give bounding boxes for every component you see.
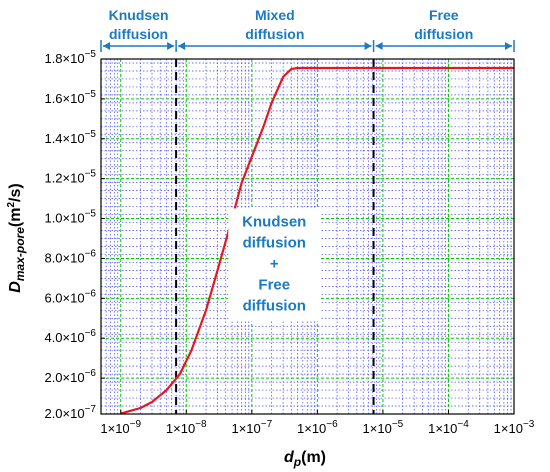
y-tick-label: 1.4×10−5 <box>44 129 96 146</box>
series-line <box>120 66 514 415</box>
y-tick-label: 1.0×10−5 <box>44 209 96 226</box>
x-tick-label: 1×10−4 <box>428 419 469 436</box>
y-tick-mantissa: 1.8×10 <box>44 51 84 66</box>
y-tick-label: 2.0×10−7 <box>44 404 96 421</box>
y-label-unit-sup: 2 <box>6 202 17 208</box>
x-tick-mantissa: 1×10 <box>231 421 260 436</box>
annotation-line: diffusion <box>243 234 306 251</box>
y-label-sub: max-pore <box>13 227 27 281</box>
annotation-line: + <box>270 255 279 272</box>
y-tick-exponent: −5 <box>85 129 97 140</box>
y-tick-mantissa: 1.0×10 <box>44 211 84 226</box>
x-tick-mantissa: 1×10 <box>100 421 129 436</box>
region-label: diffusion <box>414 26 473 42</box>
x-axis-label: dp(m) <box>284 449 326 469</box>
y-label-main: D <box>7 281 24 293</box>
y-tick-label: 6.0×10−6 <box>44 288 96 305</box>
x-tick-exponent: −9 <box>130 419 142 430</box>
y-tick-mantissa: 1.2×10 <box>44 171 84 186</box>
x-tick-mantissa: 1×10 <box>166 421 195 436</box>
region-arrow-head-left <box>178 42 186 50</box>
y-tick-label: 1.6×10−5 <box>44 89 96 106</box>
y-tick-exponent: −5 <box>85 169 97 180</box>
x-tick-exponent: −6 <box>326 419 338 430</box>
x-label-main: d <box>284 449 295 466</box>
x-tick-labels: 1×10−9 1×10−8 1×10−7 1×10−6 1×10−5 1×10−4 1×10… <box>100 410 535 436</box>
plot-frame <box>100 58 515 415</box>
y-label-unit-pre: (m <box>7 208 24 228</box>
x-tick-exponent: −8 <box>195 419 207 430</box>
x-tick-mantissa: 1×10 <box>428 421 457 436</box>
annotation: Knudsen diffusion + Free diffusion <box>228 208 321 322</box>
x-tick-label: 1×10−5 <box>363 419 404 436</box>
x-label-sub: p <box>293 455 301 469</box>
y-tick-exponent: −5 <box>85 49 97 60</box>
y-tick-label: 8.0×10−6 <box>44 248 96 265</box>
y-tick-label: 1.2×10−5 <box>44 169 96 186</box>
region-arrow-head-left <box>103 42 110 50</box>
region-label: Free <box>429 7 459 23</box>
y-tick-labels: 2.0×10−72.0×10−64.0×10−66.0×10−68.0×10−6… <box>44 49 105 421</box>
x-tick-label: 1×10−7 <box>231 419 272 436</box>
annotation-line: diffusion <box>243 297 306 314</box>
y-label-unit-post: /s) <box>7 183 24 202</box>
y-tick-exponent: −6 <box>85 328 97 339</box>
x-tick-label: 1×10−6 <box>297 419 338 436</box>
y-tick-mantissa: 1.4×10 <box>44 131 84 146</box>
region-label: diffusion <box>109 26 168 42</box>
x-tick-label: 1×10−8 <box>166 419 207 436</box>
y-tick-mantissa: 1.6×10 <box>44 91 84 106</box>
region-label: Knudsen <box>109 7 169 23</box>
annotation-line: Knudsen <box>242 213 306 230</box>
x-tick-label: 1×10−3 <box>494 419 535 436</box>
series <box>120 66 514 415</box>
x-tick-mantissa: 1×10 <box>363 421 392 436</box>
y-tick-exponent: −7 <box>85 404 97 415</box>
region-arrow-head-left <box>375 42 383 50</box>
annotation-line: Free <box>258 276 290 293</box>
x-tick-exponent: −4 <box>457 419 469 430</box>
y-tick-label: 1.8×10−5 <box>44 49 96 66</box>
annotation-background <box>228 208 321 322</box>
y-tick-mantissa: 6.0×10 <box>44 290 84 305</box>
y-tick-mantissa: 4.0×10 <box>44 330 84 345</box>
y-tick-mantissa: 2.0×10 <box>44 370 84 385</box>
region-labels: Knudsen diffusion Mixed diffusion Free diffus… <box>100 7 515 52</box>
x-tick-mantissa: 1×10 <box>297 421 326 436</box>
x-tick-mantissa: 1×10 <box>494 421 523 436</box>
x-tick-exponent: −5 <box>392 419 404 430</box>
y-tick-exponent: −6 <box>85 248 97 259</box>
region-arrow-head-right <box>167 42 175 50</box>
region-boundaries <box>175 59 375 414</box>
y-tick-exponent: −6 <box>85 368 97 379</box>
region-label: Mixed <box>255 7 295 23</box>
y-tick-exponent: −5 <box>85 89 97 100</box>
y-tick-mantissa: 2.0×10 <box>44 406 84 421</box>
y-tick-exponent: −5 <box>85 209 97 220</box>
region-arrow-head-right <box>505 42 512 50</box>
x-label-unit: (m) <box>301 449 326 466</box>
y-tick-exponent: −6 <box>85 288 97 299</box>
region-arrow-head-right <box>364 42 372 50</box>
y-axis-label: Dmax-pore(m2/s) <box>6 183 27 292</box>
x-tick-exponent: −3 <box>523 419 535 430</box>
region-label: diffusion <box>245 26 304 42</box>
x-tick-exponent: −7 <box>261 419 273 430</box>
x-tick-label: 1×10−9 <box>100 419 141 436</box>
y-tick-mantissa: 8.0×10 <box>44 250 84 265</box>
y-tick-label: 4.0×10−6 <box>44 328 96 345</box>
y-tick-label: 2.0×10−6 <box>44 368 96 385</box>
